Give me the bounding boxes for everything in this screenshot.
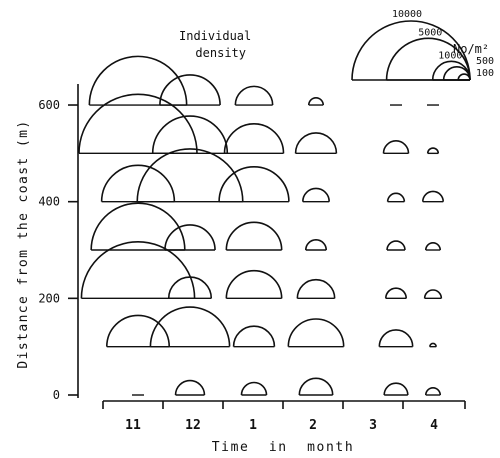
density-mark-500m-11	[78, 93, 198, 154]
x-tick-label: 4	[430, 418, 438, 433]
density-mark-0m-1	[240, 381, 268, 396]
density-mark-200m-2	[296, 279, 336, 299]
y-tick-label: 400	[38, 195, 60, 209]
legend-label: 100	[476, 68, 494, 79]
legend-mark-500	[442, 66, 471, 81]
legend-label: 5000	[418, 27, 442, 38]
legend-mark-100	[457, 73, 471, 81]
x-tick-label: 11	[125, 418, 141, 433]
plot-area	[78, 55, 445, 396]
legend-unit: No/m²	[453, 42, 489, 56]
legend-label: 1000	[438, 50, 462, 61]
density-mark-100m-2	[287, 318, 345, 347]
density-mark-200m-3	[384, 287, 408, 299]
density-mark-600m-1	[234, 85, 274, 106]
density-mark-400m-4	[421, 190, 445, 202]
density-mark-100m-11	[105, 314, 171, 347]
density-mark-300m-2	[304, 239, 328, 251]
density-mark-400m-11	[100, 164, 176, 202]
density-mark-400m-2	[302, 187, 330, 202]
legend-mark-1000	[431, 60, 471, 81]
legend: Individual density No/m² 10000 5000 1000 50010…	[179, 9, 494, 81]
legend-label: 10000	[392, 9, 422, 20]
density-mark-200m-1	[225, 270, 283, 299]
density-mark-500m-4	[426, 147, 440, 154]
density-mark-300m-11	[90, 202, 186, 251]
x-tick-label: 1	[249, 418, 257, 433]
density-mark-200m-11	[80, 241, 196, 299]
density-mark-100m-3	[378, 329, 414, 347]
density-mark-300m-12	[164, 224, 216, 251]
density-mark-500m-2	[294, 132, 338, 154]
density-mark-0m-4	[424, 387, 442, 396]
legend-title: Individual	[179, 29, 251, 43]
density-mark-500m-3	[382, 140, 410, 154]
density-mark-300m-1	[225, 221, 283, 251]
density-mark-600m-12	[159, 74, 221, 106]
x-tick-label: 2	[309, 418, 317, 433]
density-mark-0m-12	[174, 379, 206, 396]
density-mark-400m-1	[218, 166, 290, 202]
density-mark-0m-3	[383, 382, 409, 396]
density-mark-200m-4	[423, 289, 443, 299]
x-tick-label: 12	[185, 418, 201, 433]
legend-mark-5000	[385, 37, 471, 81]
y-tick-label: 600	[38, 98, 60, 112]
density-mark-0m-2	[298, 377, 334, 396]
density-mark-400m-12	[136, 148, 244, 202]
density-mark-100m-1	[232, 325, 276, 347]
y-tick-label: 200	[38, 291, 60, 305]
y-tick-label: 0	[53, 388, 60, 402]
x-axis-title: Time in month	[212, 440, 355, 455]
density-mark-100m-12	[149, 306, 231, 347]
density-mark-500m-1	[223, 123, 285, 154]
density-mark-100m-4	[428, 342, 438, 347]
density-mark-300m-4	[424, 242, 442, 251]
legend-title-line2: density	[195, 46, 246, 60]
legend-label: 500	[476, 56, 494, 67]
density-mark-300m-3	[386, 240, 406, 251]
density-mark-600m-11	[88, 55, 188, 106]
legend-mark-10000	[351, 20, 471, 81]
x-tick-label: 3	[369, 418, 377, 433]
y-axis-title: Distance from the coast (m)	[16, 119, 31, 368]
density-mark-400m-3	[386, 192, 406, 202]
density-mark-600m-2	[307, 97, 325, 106]
density-mark-500m-12	[151, 115, 229, 154]
density-mark-200m-12	[167, 276, 213, 299]
